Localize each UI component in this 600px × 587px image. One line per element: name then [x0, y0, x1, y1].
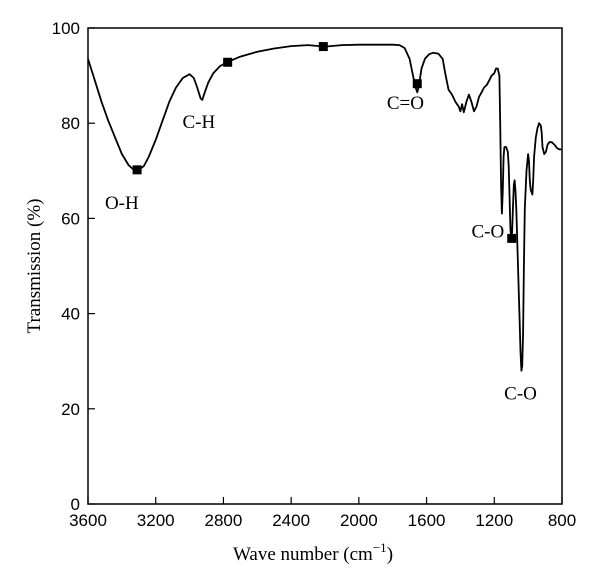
data-marker [507, 233, 517, 243]
tick-labels: 3600 3200 2800 2400 2000 1600 1200 800 0 20 40 60 80… [52, 19, 577, 530]
x-tick-label: 3200 [137, 511, 175, 530]
annotation-layer: O-H C-H C=O C-O C-O [105, 93, 537, 404]
x-axis-label-text: Wave number (cm [233, 544, 373, 565]
data-marker [412, 79, 422, 89]
x-tick-label: 1600 [408, 511, 446, 530]
y-tick-label: 80 [61, 114, 80, 133]
plot-frame [87, 27, 563, 505]
peak-annotation: O-H [105, 193, 139, 214]
y-tick-label: 60 [61, 209, 80, 228]
x-tick-label: 800 [548, 511, 576, 530]
x-axis-label-superscript: −1 [373, 540, 387, 555]
data-marker [223, 57, 233, 67]
y-tick-label: 20 [61, 400, 80, 419]
y-tick-label: 40 [61, 305, 80, 324]
x-tick-label: 2000 [340, 511, 378, 530]
peak-annotation: C-O [471, 221, 504, 242]
axis-ticks [87, 27, 563, 505]
data-marker [318, 42, 328, 52]
x-axis-label: Wave number (cm−1) [233, 540, 393, 565]
series-layer [87, 43, 562, 372]
x-tick-label: 2800 [205, 511, 243, 530]
x-tick-label: 2400 [272, 511, 310, 530]
y-tick-label: 0 [71, 495, 80, 514]
spectrum-line [87, 43, 562, 372]
x-tick-label: 1200 [475, 511, 513, 530]
y-tick-label: 100 [52, 19, 80, 38]
x-tick-label: 3600 [69, 511, 107, 530]
marker-layer [132, 42, 517, 243]
peak-annotation: C-H [183, 112, 216, 133]
peak-annotation: C-O [504, 383, 537, 404]
data-marker [132, 165, 142, 175]
peak-annotation: C=O [387, 93, 424, 114]
x-axis-label-close: ) [387, 544, 393, 565]
y-axis-label: Transmission (%) [24, 199, 45, 334]
